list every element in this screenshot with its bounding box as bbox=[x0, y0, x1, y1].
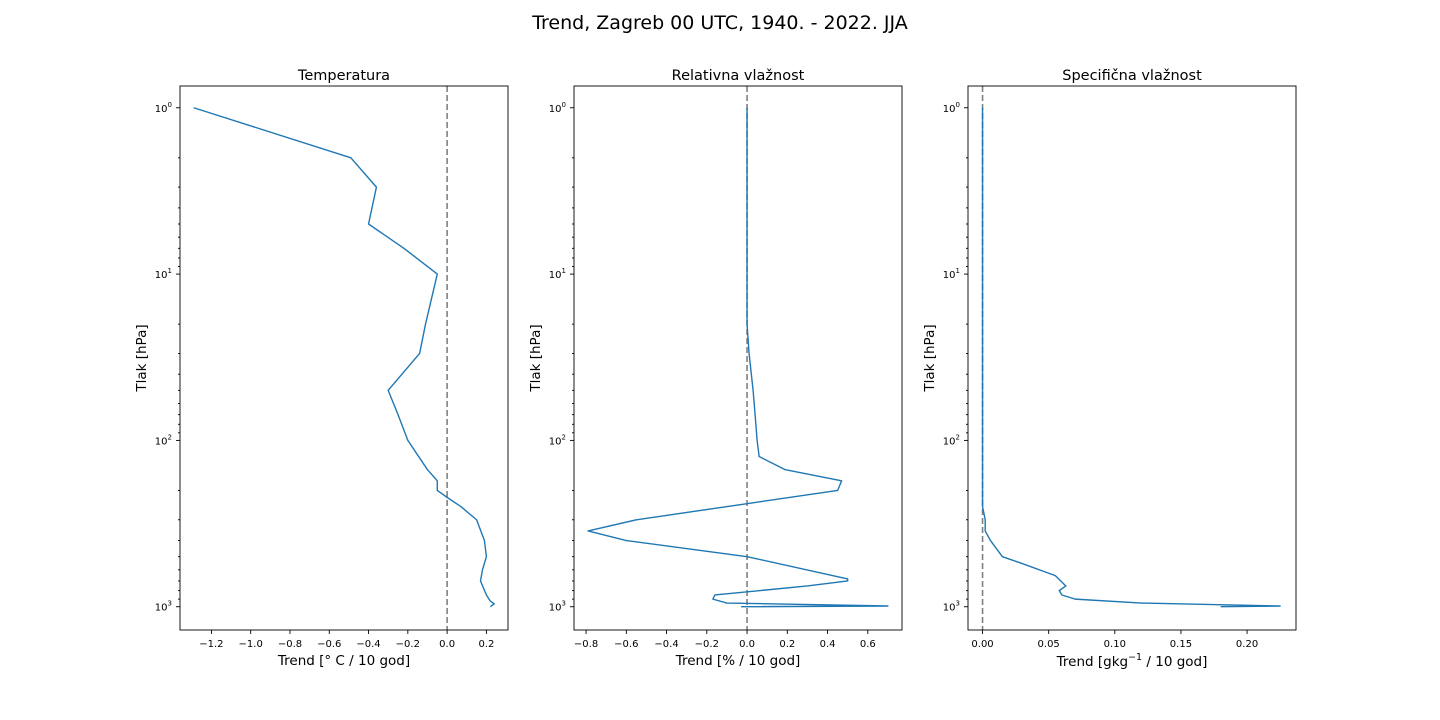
axes-frame bbox=[967, 85, 1297, 631]
y-tick-label: 103 bbox=[155, 600, 172, 614]
axes-frame bbox=[179, 85, 509, 631]
x-tick-label: 0.05 bbox=[1038, 639, 1060, 650]
x-tick-label: −1.0 bbox=[239, 639, 263, 650]
axes-frame bbox=[573, 85, 903, 631]
x-axis-label: Trend [° C / 10 god] bbox=[277, 653, 410, 669]
y-tick-label: 100 bbox=[155, 101, 172, 115]
y-axis-label: Tlak [hPa] bbox=[528, 324, 544, 392]
x-axis-label: Trend [% / 10 god] bbox=[675, 653, 801, 669]
x-tick-label: −0.2 bbox=[396, 639, 420, 650]
x-tick-label: −0.8 bbox=[574, 639, 598, 650]
x-tick-label: −1.2 bbox=[199, 639, 223, 650]
y-tick-label: 102 bbox=[155, 433, 172, 447]
x-tick-label: −0.6 bbox=[614, 639, 638, 650]
x-tick-label: 0.4 bbox=[820, 639, 836, 650]
y-axis-label: Tlak [hPa] bbox=[922, 324, 938, 392]
y-tick-label: 101 bbox=[943, 267, 960, 281]
panel-temperatura: Temperatura Trend [° C / 10 god] Tlak [h… bbox=[134, 68, 509, 669]
panel-title: Temperatura bbox=[297, 68, 390, 84]
trend-profile-line bbox=[981, 107, 1281, 608]
x-tick-label: 0.2 bbox=[478, 639, 494, 650]
y-tick-label: 100 bbox=[549, 101, 566, 115]
x-tick-label: 0.20 bbox=[1236, 639, 1258, 650]
y-tick-label: 102 bbox=[549, 433, 566, 447]
x-tick-label: −0.4 bbox=[356, 639, 380, 650]
x-tick-label: −0.6 bbox=[317, 639, 341, 650]
y-tick-label: 103 bbox=[943, 600, 960, 614]
y-tick-label: 103 bbox=[549, 600, 566, 614]
x-tick-label: 0.00 bbox=[971, 639, 993, 650]
x-tick-label: −0.8 bbox=[278, 639, 302, 650]
x-tick-label: 0.10 bbox=[1104, 639, 1126, 650]
x-tick-label: 0.0 bbox=[439, 639, 455, 650]
panel-title: Specifična vlažnost bbox=[1062, 68, 1202, 84]
panel-specificna-vlaznost: Specifična vlažnost Trend [gkg−1 / 10 go… bbox=[922, 68, 1297, 670]
figure-title: Trend, Zagreb 00 UTC, 1940. - 2022. JJA bbox=[531, 12, 908, 34]
x-tick-label: 0.6 bbox=[860, 639, 876, 650]
y-tick-label: 101 bbox=[155, 267, 172, 281]
panel-relativna-vlaznost: Relativna vlažnost Trend [% / 10 god] Tl… bbox=[528, 68, 903, 669]
trend-profile-line bbox=[587, 107, 889, 608]
y-tick-label: 102 bbox=[943, 433, 960, 447]
x-tick-label: −0.2 bbox=[695, 639, 719, 650]
x-tick-label: 0.0 bbox=[739, 639, 755, 650]
x-tick-label: 0.2 bbox=[779, 639, 795, 650]
x-tick-label: −0.4 bbox=[654, 639, 678, 650]
trend-profile-line bbox=[193, 107, 495, 608]
y-axis-label: Tlak [hPa] bbox=[134, 324, 150, 392]
y-tick-label: 101 bbox=[549, 267, 566, 281]
panel-title: Relativna vlažnost bbox=[672, 68, 805, 84]
x-tick-label: 0.15 bbox=[1170, 639, 1192, 650]
x-axis-label: Trend [gkg−1 / 10 god] bbox=[1056, 652, 1208, 670]
y-tick-label: 100 bbox=[943, 101, 960, 115]
